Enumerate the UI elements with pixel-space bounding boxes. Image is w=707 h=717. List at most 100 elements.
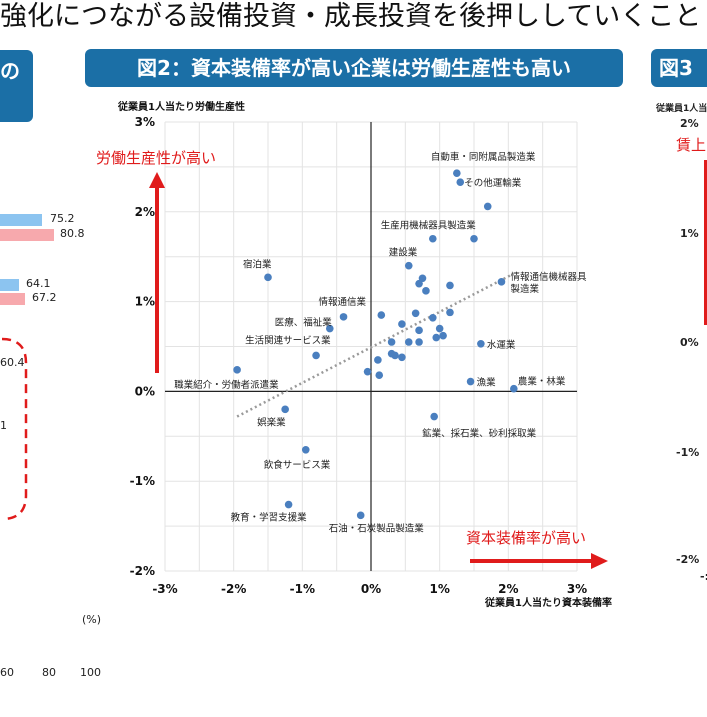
- scatter-point: [439, 331, 447, 340]
- point-label: その他運輸業: [464, 177, 522, 189]
- left-bar-blue-1: [0, 214, 42, 226]
- trendline-layer: [236, 273, 513, 418]
- right-tick-minus1: -1%: [676, 446, 700, 459]
- scatter-point: [429, 313, 437, 322]
- scatter-point: [435, 324, 444, 333]
- scatter-point: [453, 169, 461, 177]
- left-bar-value-2: 80.8: [60, 227, 85, 240]
- left-bar-blue-2: [0, 279, 19, 291]
- point-labels: 自動車・同附属品製造業その他運輸業生産用機械器具製造業建設業宿泊業情報通信機械器…: [174, 151, 587, 534]
- x-tick-label: -2%: [221, 582, 246, 596]
- right-tick-1: 1%: [680, 227, 699, 240]
- scatter-point: [432, 333, 441, 342]
- point-label: 職業紹介・労働者派遣業: [174, 379, 279, 391]
- tick-labels: -3% -2% -1% 0% 1% 2% 3% 3% 2% 1% 0% -1% -2%: [130, 115, 588, 596]
- scatter-point: [411, 309, 420, 318]
- right-red-bar: [704, 160, 707, 325]
- data-points: [233, 169, 518, 520]
- point-label: 医療、福祉業: [275, 317, 333, 329]
- y-tick-label: 2%: [135, 205, 155, 219]
- point-label: 情報通信機械器具: [510, 271, 587, 283]
- point-label: 自動車・同附属品製造業: [431, 151, 536, 163]
- left-axis-tick-100: 100: [80, 666, 101, 679]
- x-tick-label: 1%: [429, 582, 449, 596]
- y-tick-label: 3%: [135, 115, 155, 129]
- scatter-point: [387, 338, 396, 346]
- scatter-point: [312, 351, 320, 360]
- scatter-point: [326, 324, 334, 333]
- top-heading-text: 強化につながる設備投資・成長投資を後押ししていくこと: [0, 1, 702, 32]
- scatter-point: [429, 234, 437, 243]
- scatter-point: [374, 356, 382, 364]
- scatter-point: [418, 274, 427, 283]
- left-bar-pink-2: [0, 293, 25, 305]
- capital-arrow: [470, 553, 608, 569]
- point-label: 鉱業、採石業、砂利採取業: [422, 428, 537, 440]
- right-tick-0: 0%: [680, 336, 699, 349]
- left-bar-value-1: 75.2: [50, 212, 75, 225]
- scatter-point: [477, 340, 485, 348]
- y-tick-label: 1%: [135, 295, 155, 309]
- scatter-point: [391, 351, 399, 360]
- left-bar-value-6: 1: [0, 419, 7, 432]
- scatter-point: [510, 384, 518, 393]
- scatter-point: [375, 371, 384, 380]
- scatter-point: [470, 234, 478, 243]
- right-figure-badge: 図3: [651, 49, 707, 87]
- x-axis-label: 従業員1人当たり資本装備率: [484, 596, 612, 609]
- left-pct-unit: (%): [82, 613, 102, 626]
- left-badge-label: の: [0, 59, 20, 83]
- scatter-point: [456, 178, 465, 186]
- point-label: 製造業: [510, 283, 539, 295]
- chart-title-badge: 図2：資本装備率が高い企業は労働生産性も高い: [85, 49, 623, 87]
- scatter-point: [363, 367, 372, 376]
- left-bar-pink-1: [0, 229, 54, 241]
- x-tick-label: 0%: [361, 582, 381, 596]
- productivity-arrow: [149, 172, 165, 373]
- right-badge-label: 図3: [659, 56, 693, 80]
- point-label: 生活関連サービス業: [245, 334, 331, 346]
- capital-annotation: 資本装備率が高い: [466, 529, 587, 547]
- y-axis-label: 従業員1人当たり労働生産性: [117, 100, 245, 113]
- x-tick-label: -3%: [152, 582, 177, 596]
- x-tick-label: -1%: [290, 582, 315, 596]
- x-tick-label: 3%: [567, 582, 587, 596]
- productivity-annotation: 労働生産性が高い: [96, 149, 217, 167]
- left-axis-tick-60: 60: [0, 666, 14, 679]
- left-bar-value-5: 60.4: [0, 356, 25, 369]
- left-bar-value-4: 67.2: [32, 291, 57, 304]
- point-label: 水運業: [487, 339, 516, 351]
- right-tick-2: 2%: [680, 117, 699, 130]
- point-label: 教育・学習支援業: [231, 512, 308, 524]
- scatter-point: [483, 202, 492, 211]
- scatter-point: [281, 405, 289, 414]
- right-annotation-partial: 賃上: [676, 136, 707, 154]
- scatter-point: [339, 313, 348, 321]
- x-tick-label: 2%: [498, 582, 518, 596]
- point-label: 情報通信業: [319, 296, 367, 308]
- left-dashed-box: [1, 337, 28, 521]
- scatter-point: [377, 311, 386, 319]
- right-xtick-partial: -:: [700, 570, 707, 583]
- point-label: 農業・林業: [518, 376, 566, 388]
- point-label: 建設業: [389, 247, 418, 259]
- scatter-point: [446, 281, 454, 290]
- point-label: 飲食サービス業: [264, 459, 331, 471]
- point-label: 宿泊業: [243, 258, 272, 270]
- left-bar-value-3: 64.1: [26, 277, 51, 290]
- point-label: 生産用機械器具製造業: [381, 220, 477, 232]
- scatter-point: [284, 500, 293, 509]
- scatter-point: [415, 279, 423, 288]
- scatter-point: [430, 412, 438, 421]
- scatter-point: [398, 320, 406, 328]
- point-label: 漁業: [477, 377, 497, 389]
- point-label: 石油・石炭製品製造業: [329, 522, 425, 534]
- y-tick-label: 0%: [135, 384, 155, 398]
- right-ylabel-partial: 従業員1人当: [656, 104, 707, 114]
- scatter-point: [404, 261, 413, 270]
- left-figure-badge: の: [0, 50, 33, 122]
- trendline: [236, 273, 513, 418]
- y-tick-label: -2%: [130, 564, 155, 578]
- scatter-point: [404, 338, 413, 346]
- scatter-point: [301, 445, 310, 454]
